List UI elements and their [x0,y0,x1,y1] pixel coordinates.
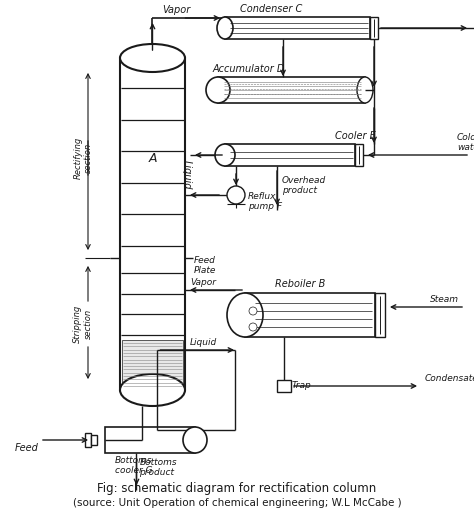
Text: Condenser C: Condenser C [240,4,302,14]
Ellipse shape [357,77,373,103]
Circle shape [227,186,245,204]
Bar [120,58,185,390]
Bar [245,293,375,337]
Bar [218,77,365,103]
Ellipse shape [249,323,257,331]
Text: (source: Unit Operation of chemical engineering; W.L McCabe ): (source: Unit Operation of chemical engi… [73,498,401,508]
Text: Rectifying
section: Rectifying section [73,137,93,179]
Text: Bottoms
cooler G: Bottoms cooler G [115,456,153,476]
Bar [225,144,355,166]
Ellipse shape [120,374,185,406]
Ellipse shape [249,307,257,315]
Text: Feed: Feed [15,443,39,453]
Text: Accumulator D: Accumulator D [213,64,285,74]
Bar [277,380,291,392]
Text: Vapor: Vapor [190,278,216,287]
Text: Reflux
pump F: Reflux pump F [248,192,282,211]
Text: Bottoms
product: Bottoms product [139,458,177,477]
Ellipse shape [217,17,233,39]
Bar [225,17,370,39]
Text: Trap: Trap [292,381,312,391]
Text: Condensate: Condensate [425,374,474,383]
Bar [91,435,97,445]
Text: Fig: schematic diagram for rectification column: Fig: schematic diagram for rectification… [97,482,377,495]
Ellipse shape [183,427,207,453]
Text: Stripping
section: Stripping section [73,305,93,343]
Bar [105,427,195,453]
Text: Overhead
product: Overhead product [282,176,326,196]
Ellipse shape [227,293,263,337]
Text: Liquid: Liquid [182,160,192,189]
Text: A: A [148,152,157,164]
Ellipse shape [120,44,185,72]
Bar [85,433,91,447]
Text: Liquid: Liquid [190,338,217,347]
Text: Feed
Plate: Feed Plate [194,256,216,275]
Bar [375,293,385,337]
Text: Vapor: Vapor [163,5,191,15]
Text: Cooler E: Cooler E [335,131,376,141]
Ellipse shape [215,144,235,166]
Text: Steam: Steam [430,295,459,304]
Bar [370,17,378,39]
Bar [122,340,183,385]
Text: Cold
water: Cold water [457,133,474,152]
Text: Reboiler B: Reboiler B [275,279,325,289]
Bar [355,144,363,166]
Ellipse shape [206,77,230,103]
